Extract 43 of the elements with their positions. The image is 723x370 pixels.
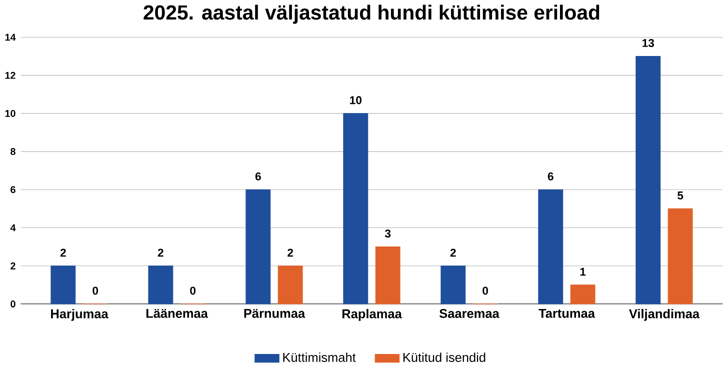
bar [440, 266, 466, 304]
data-label: 1 [580, 268, 586, 276]
data-label: 0 [190, 286, 196, 295]
data-label: 6 [548, 172, 554, 181]
bar [570, 284, 596, 304]
y-tick-label: 0 [10, 300, 16, 308]
bar [343, 113, 368, 304]
data-label: 2 [288, 248, 294, 257]
legend-label: Küttimismaht [283, 352, 356, 362]
bar [278, 266, 303, 304]
y-tick-label: 2 [10, 262, 16, 270]
x-tick-label: Läänemaa [146, 309, 208, 318]
data-label: 0 [92, 286, 98, 295]
bar [668, 208, 693, 304]
x-tick-label: Pärnumaa [244, 309, 306, 318]
bar [148, 266, 174, 304]
data-label: 10 [350, 96, 362, 104]
x-tick-label: Harjumaa [51, 309, 108, 322]
chart-title: 2025. aastal väljastatud hundi küttimise eriload [144, 4, 600, 24]
y-tick-label: 12 [5, 72, 16, 79]
data-label: 2 [450, 248, 456, 257]
legend-label: Kütitud isendid [403, 352, 486, 362]
y-tick-label: 6 [10, 186, 16, 194]
y-tick-label: 14 [5, 34, 16, 41]
x-tick-label: Saaremaa [439, 309, 500, 318]
y-tick-label: 10 [5, 110, 16, 118]
x-tick-label: Raplamaa [342, 309, 402, 322]
bar [636, 56, 661, 304]
bar [375, 246, 400, 304]
x-tick-label: Tartumaa [538, 309, 596, 318]
data-label: 13 [642, 39, 654, 48]
data-label: 3 [384, 230, 391, 238]
data-label: 0 [482, 286, 488, 295]
bar [538, 190, 564, 304]
data-label: 2 [60, 248, 66, 257]
x-tick-label: Viljandimaa [629, 309, 700, 322]
y-tick-label: 8 [10, 148, 16, 156]
data-label: 5 [678, 192, 684, 200]
data-label: 6 [255, 172, 261, 181]
bar [50, 266, 76, 304]
data-label: 2 [158, 248, 164, 257]
bar [246, 190, 271, 304]
y-tick-label: 4 [10, 224, 16, 232]
